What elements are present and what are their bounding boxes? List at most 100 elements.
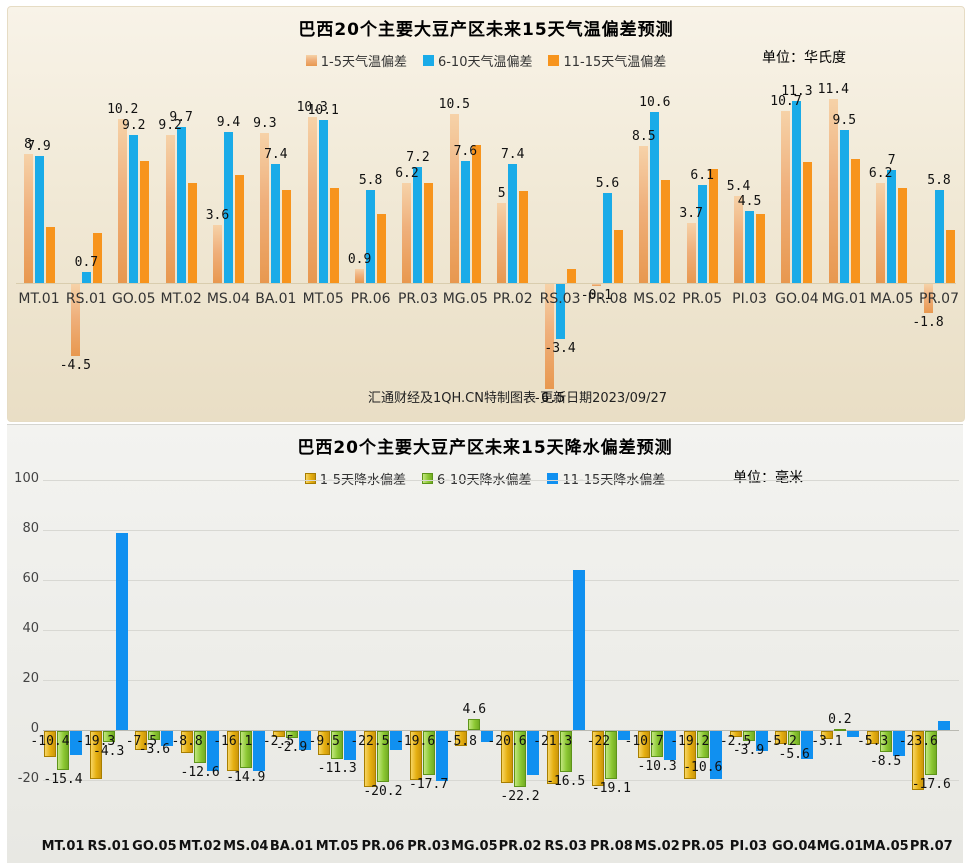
data-label: -19.6	[396, 734, 436, 749]
bar-blue-GO.04	[792, 101, 802, 283]
bar-orange-MT.05	[329, 188, 339, 283]
data-label: 10.5	[438, 96, 470, 112]
bar-green-GO.04	[788, 731, 801, 745]
bar-gold-RS.03	[546, 731, 559, 785]
bar-orange-MG.01	[850, 159, 860, 283]
bar-tan-MA.05	[876, 183, 886, 283]
category-label-MT.01: MT.01	[18, 291, 60, 307]
bar-tan-MT.02	[165, 134, 175, 283]
data-label: -0.1	[580, 287, 613, 303]
category-label-PR.02: PR.02	[498, 839, 542, 854]
data-label: 7.4	[500, 146, 525, 162]
category-label-GO.05: GO.05	[132, 839, 177, 854]
bar-green-PR.06	[376, 731, 389, 782]
precipitation-unit-label: 单位：毫米	[733, 470, 803, 486]
data-label: 7.9	[27, 138, 51, 154]
data-label: -16.1	[213, 734, 253, 749]
bar-blue2-PR.06	[389, 731, 402, 750]
bar-tan-RS.01	[70, 284, 80, 357]
data-label: 9.2	[158, 117, 182, 133]
category-label-PR.05: PR.05	[682, 291, 723, 307]
data-label: -22.5	[350, 734, 390, 749]
data-label: -14.9	[226, 770, 266, 786]
data-label: 5.4	[726, 179, 751, 195]
bar-green-PR.08	[605, 731, 618, 779]
data-label: -5.8	[445, 734, 477, 749]
bar-tan-PR.05	[686, 223, 696, 283]
bar-tan-GO.05	[118, 118, 128, 283]
category-label-MS.02: MS.02	[634, 839, 680, 854]
category-label-GO.04: GO.04	[775, 291, 819, 307]
data-label: -3.1	[811, 734, 843, 749]
bar-tan-PR.02	[497, 202, 507, 283]
bar-orange-BA.01	[282, 189, 292, 283]
data-label: 5.6	[595, 175, 620, 191]
bar-green-PR.05	[696, 731, 709, 758]
bar-green-PR.02	[514, 731, 526, 787]
bar-orange-PR.02	[519, 191, 529, 283]
bar-blue2-MA.05	[892, 731, 905, 756]
data-label: -20.6	[487, 734, 527, 749]
data-label: 5.8	[927, 172, 951, 188]
legend-label: 1-5天气温偏差	[320, 55, 407, 70]
bar-tan-GO.04	[781, 110, 791, 283]
bar-green-MA.05	[879, 731, 892, 753]
bar-blue-RS.01	[81, 271, 91, 283]
legend-swatch-blue2-icon	[547, 473, 559, 484]
bar-orange-GO.04	[803, 162, 813, 283]
y-axis-tick-label: 100	[14, 471, 39, 486]
bar-orange-RS.01	[92, 233, 102, 283]
data-label: -10.4	[30, 734, 70, 749]
legend-item-tan: 1-5天气温偏差	[305, 51, 407, 70]
bar-gold-PR.05	[683, 731, 696, 779]
bar-blue-PR.05	[697, 184, 707, 283]
bar-green-MS.02	[651, 731, 664, 757]
data-label: -10.3	[637, 758, 677, 774]
bar-gold-BA.01	[272, 731, 285, 738]
bar-green-BA.01	[285, 731, 298, 739]
bar-green-RS.01	[102, 731, 115, 742]
bar-gold-MS.02	[638, 731, 651, 758]
data-label: 4.6	[462, 701, 487, 717]
category-label-MS.04: MS.04	[223, 839, 269, 854]
data-label: 3.6	[205, 208, 230, 224]
bar-blue2-GO.04	[801, 731, 814, 759]
legend-item-blue: 6-10天气温偏差	[422, 51, 532, 70]
data-label: 7.6	[453, 143, 478, 159]
legend-label: 11-15天气温偏差	[563, 55, 667, 70]
bar-orange-PI.03	[756, 213, 766, 283]
data-label: 10.2	[107, 101, 139, 117]
bar-blue-MS.02	[650, 112, 660, 283]
data-label: 11.4	[817, 82, 849, 98]
temperature-plot-area: 8 -4.5 10.2 9.2 3.6 9.3 10.3 0.9 6.2 10.5 5 -6.5 -0.…	[8, 7, 964, 421]
y-axis-tick-label: 20	[22, 671, 39, 686]
bar-orange-MT.01	[45, 226, 55, 283]
category-label-MG.05: MG.05	[450, 839, 498, 854]
data-label: 0.2	[828, 712, 852, 727]
y-axis-tick-label: -20	[17, 771, 39, 786]
bar-green-MS.04	[239, 731, 252, 769]
category-label-GO.04: GO.04	[771, 839, 817, 854]
data-label: 9.4	[216, 114, 241, 130]
precipitation-plot-area: 100 80 60 40 20 0 -20 -10.4 -19.3 -7.5 -8.8 -16.1 -2…	[7, 425, 963, 863]
legend-swatch-green-icon	[421, 473, 433, 484]
bar-blue2-MT.01	[70, 731, 82, 755]
temperature-chart-panel: 巴西20个主要大豆产区未来15天气温偏差预测 1-5天气温偏差 6-10天气温偏差…	[7, 6, 965, 422]
data-label: -3.4	[544, 340, 576, 356]
data-label: -22	[586, 734, 611, 749]
category-label-PR.05: PR.05	[681, 839, 725, 854]
bar-blue-MT.01	[34, 155, 44, 283]
data-label: -23.6	[898, 734, 938, 749]
category-label-PR.02: PR.02	[492, 291, 533, 307]
bar-green-MT.01	[57, 731, 69, 770]
data-label: -3.6	[138, 742, 171, 757]
data-label: 6.2	[868, 166, 893, 182]
category-label-PI.03: PI.03	[732, 291, 767, 307]
bar-orange-MS.02	[661, 179, 671, 283]
bar-orange-PR.08	[613, 229, 623, 283]
legend-item-orange: 11-15天气温偏差	[548, 51, 666, 70]
data-label: 5.8	[358, 172, 383, 188]
gridline-y80	[43, 530, 959, 531]
category-label-MT.05: MT.05	[315, 839, 359, 854]
data-label: 7	[887, 153, 896, 169]
